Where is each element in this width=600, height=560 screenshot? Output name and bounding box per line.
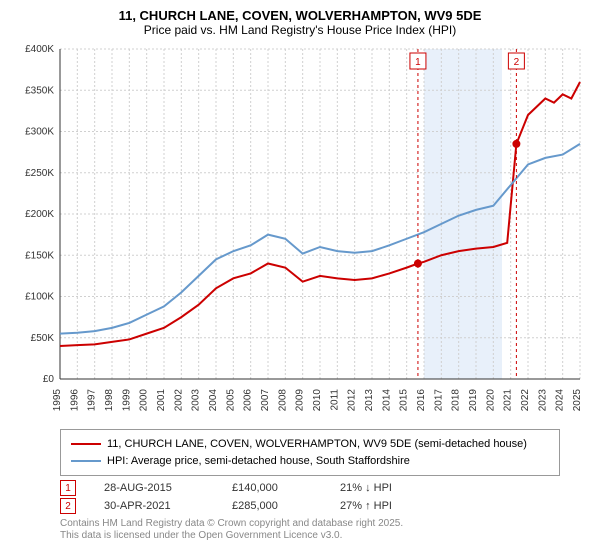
sale-price: £140,000 [232,482,312,494]
svg-text:2012: 2012 [347,389,358,412]
svg-text:2005: 2005 [225,389,236,412]
svg-text:2020: 2020 [485,389,496,412]
svg-text:2: 2 [514,57,520,68]
svg-text:1997: 1997 [87,389,98,412]
attribution-text: Contains HM Land Registry data © Crown c… [60,518,588,542]
svg-text:1995: 1995 [52,389,63,412]
svg-text:2014: 2014 [381,389,392,412]
report-container: 11, CHURCH LANE, COVEN, WOLVERHAMPTON, W… [0,0,600,560]
svg-text:2022: 2022 [520,389,531,412]
svg-text:2002: 2002 [173,389,184,412]
svg-text:2004: 2004 [208,389,219,412]
svg-text:2019: 2019 [468,389,479,412]
sale-price: £285,000 [232,500,312,512]
svg-text:£250K: £250K [25,168,54,179]
legend-swatch-hpi [71,460,101,462]
svg-text:2006: 2006 [243,389,254,412]
sale-date: 28-AUG-2015 [104,482,204,494]
svg-text:2003: 2003 [191,389,202,412]
svg-text:2007: 2007 [260,389,271,412]
chart-svg: £0 £50K £100K £150K £200K £250K £300K £350K £400… [12,43,588,423]
svg-text:2015: 2015 [399,389,410,412]
svg-text:1996: 1996 [69,389,80,412]
sale-marker-badge: 2 [60,498,76,514]
legend-label-property: 11, CHURCH LANE, COVEN, WOLVERHAMPTON, W… [107,436,527,453]
legend-swatch-property [71,443,101,445]
sale-date: 30-APR-2021 [104,500,204,512]
svg-text:2009: 2009 [295,389,306,412]
svg-text:1998: 1998 [104,389,115,412]
svg-text:2017: 2017 [433,389,444,412]
attribution-line2: This data is licensed under the Open Gov… [60,530,588,542]
svg-text:£400K: £400K [25,44,54,55]
svg-text:2021: 2021 [503,389,514,412]
sale-delta: 27% ↑ HPI [340,500,392,512]
svg-text:2024: 2024 [555,389,566,412]
table-row: 2 30-APR-2021 £285,000 27% ↑ HPI [60,498,588,514]
chart-legend: 11, CHURCH LANE, COVEN, WOLVERHAMPTON, W… [60,429,560,476]
price-chart: £0 £50K £100K £150K £200K £250K £300K £350K £400… [12,43,588,423]
legend-label-hpi: HPI: Average price, semi-detached house,… [107,453,410,470]
svg-text:2011: 2011 [329,389,340,411]
legend-item: HPI: Average price, semi-detached house,… [71,453,549,470]
page-title-line2: Price paid vs. HM Land Registry's House … [12,23,588,37]
svg-text:2000: 2000 [139,389,150,412]
svg-text:1: 1 [415,57,421,68]
svg-text:2018: 2018 [451,389,462,412]
svg-text:£50K: £50K [31,333,55,344]
attribution-line1: Contains HM Land Registry data © Crown c… [60,518,588,530]
svg-text:2008: 2008 [277,389,288,412]
svg-text:2010: 2010 [312,389,323,412]
svg-text:£0: £0 [43,374,55,385]
sales-table: 1 28-AUG-2015 £140,000 21% ↓ HPI 2 30-AP… [60,480,588,514]
svg-text:1999: 1999 [121,389,132,412]
svg-text:2016: 2016 [416,389,427,412]
svg-text:£300K: £300K [25,127,54,138]
svg-text:£150K: £150K [25,250,54,261]
sale-marker-badge: 1 [60,480,76,496]
legend-item: 11, CHURCH LANE, COVEN, WOLVERHAMPTON, W… [71,436,549,453]
table-row: 1 28-AUG-2015 £140,000 21% ↓ HPI [60,480,588,496]
page-title-line1: 11, CHURCH LANE, COVEN, WOLVERHAMPTON, W… [12,8,588,23]
svg-text:2013: 2013 [364,389,375,412]
svg-text:£350K: £350K [25,85,54,96]
svg-text:£200K: £200K [25,209,54,220]
svg-text:2025: 2025 [572,389,583,412]
sale-delta: 21% ↓ HPI [340,482,392,494]
svg-text:£100K: £100K [25,292,54,303]
svg-text:2001: 2001 [156,389,167,412]
svg-text:2023: 2023 [537,389,548,412]
